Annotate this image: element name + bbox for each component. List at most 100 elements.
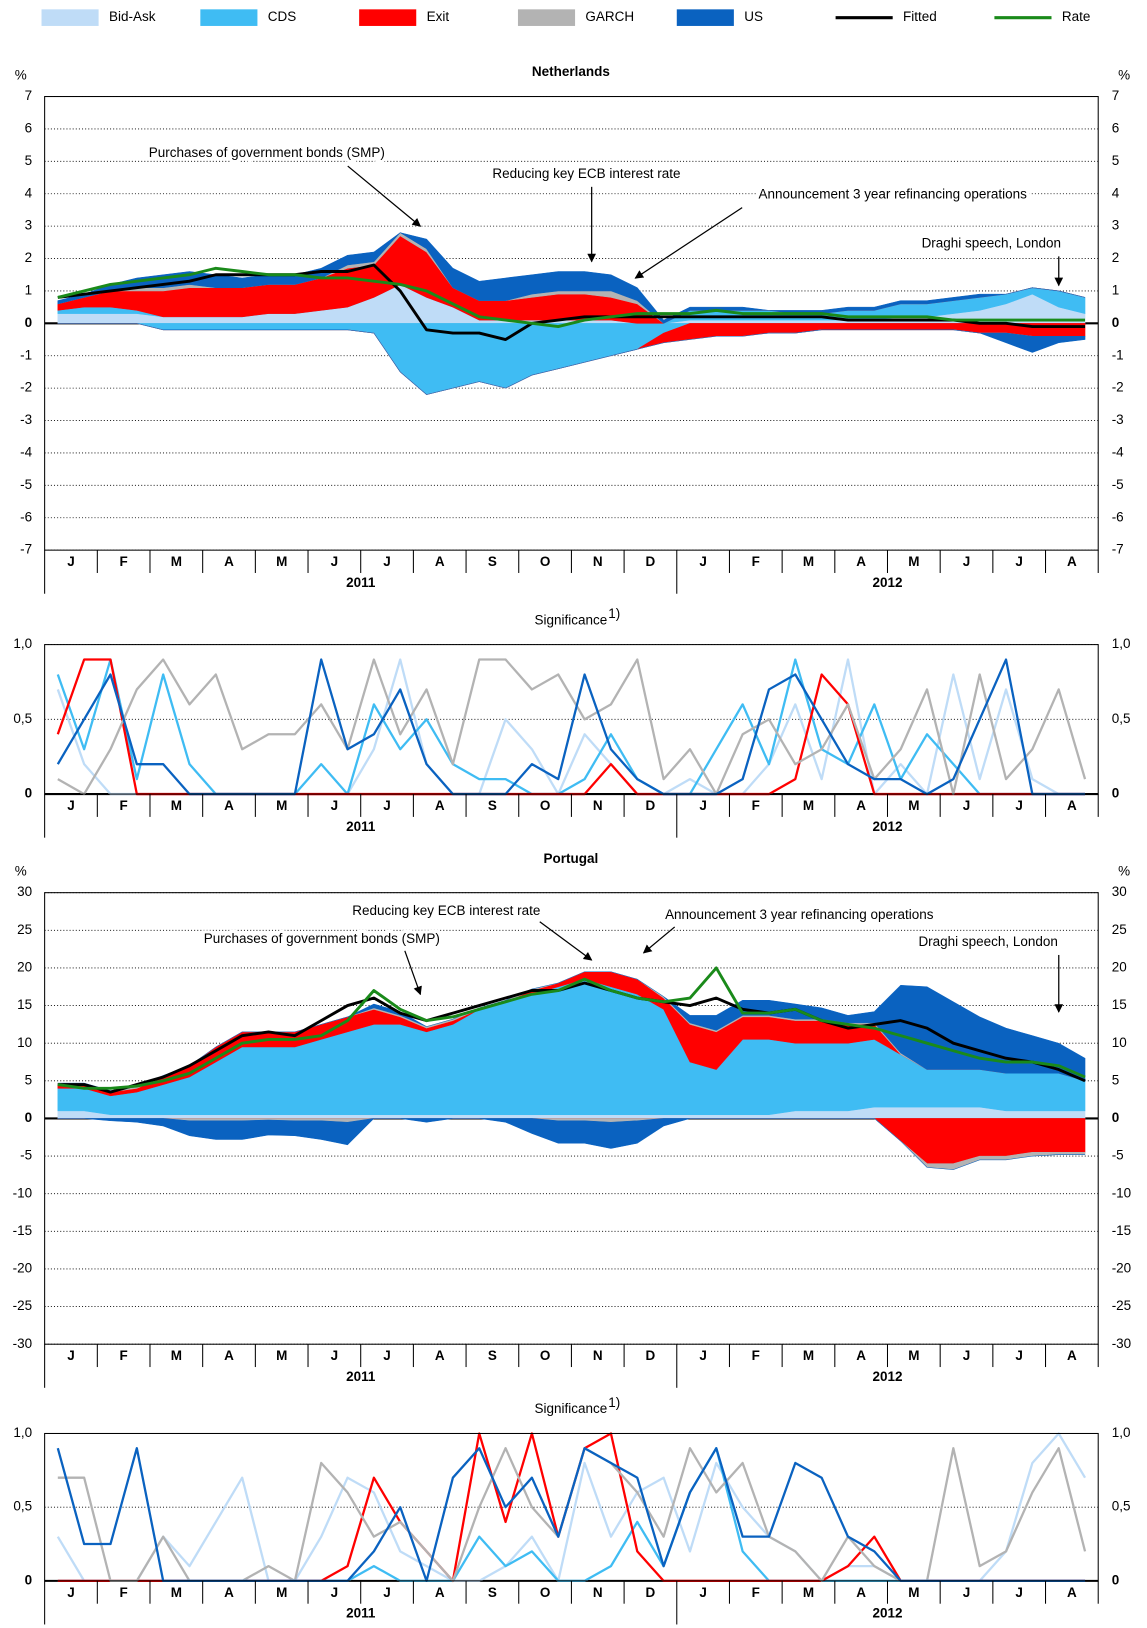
x-tick-label: M	[908, 1585, 919, 1600]
y-tick-label-right: 1,0	[1112, 636, 1131, 651]
x-tick-label: D	[646, 798, 656, 813]
x-tick-label: S	[488, 1348, 497, 1363]
x-tick-label: M	[171, 798, 182, 813]
y-tick-label-right: -2	[1112, 380, 1124, 395]
y-tick-label-right: -4	[1112, 445, 1124, 460]
y-tick-label: -20	[13, 1261, 33, 1276]
y-tick-label-right: 0	[1112, 1110, 1120, 1125]
y-unit-right: %	[1118, 67, 1130, 82]
year-label: 2011	[346, 575, 376, 590]
y-tick-label: 4	[25, 185, 33, 200]
title-footnote: 1)	[608, 1395, 620, 1410]
x-tick-label: O	[540, 554, 551, 569]
y-tick-label-right: -10	[1112, 1185, 1132, 1200]
x-tick-label: J	[699, 798, 706, 813]
y-tick-label: 0	[25, 315, 33, 330]
y-tick-label-right: 0	[1112, 1572, 1120, 1587]
y-tick-label: -30	[13, 1336, 33, 1351]
x-tick-label: J	[1015, 554, 1022, 569]
year-label: 2012	[872, 1369, 902, 1384]
y-tick-label-right: 3	[1112, 218, 1120, 233]
y-tick-label-right: -1	[1112, 347, 1124, 362]
y-tick-label: -5	[20, 477, 32, 492]
line-series	[57, 981, 1086, 1094]
x-tick-label: A	[224, 798, 234, 813]
line-series	[57, 966, 1086, 1090]
x-tick-label: A	[224, 1585, 234, 1600]
y-tick-label-right: 2	[1112, 250, 1120, 265]
x-tick-label: S	[488, 798, 497, 813]
annotation: Reducing key ECB interest rate	[352, 903, 540, 918]
x-tick-label: N	[593, 1585, 603, 1600]
x-tick-label: A	[435, 798, 445, 813]
year-label: 2012	[872, 575, 902, 590]
y-tick-label-right: 0,5	[1112, 711, 1131, 726]
x-tick-label: F	[752, 554, 760, 569]
line-series	[57, 263, 1086, 341]
y-tick-label-right: 30	[1112, 884, 1127, 899]
legend-swatch	[676, 9, 734, 26]
annotation: Purchases of government bonds (SMP)	[149, 145, 385, 160]
y-tick-label: -3	[20, 412, 32, 427]
y-tick-label: -5	[20, 1148, 32, 1163]
annotation-arrow	[539, 921, 593, 961]
x-tick-label: F	[120, 1585, 128, 1600]
y-tick-label: 0,5	[13, 1499, 32, 1514]
x-tick-label: J	[699, 1348, 706, 1363]
y-tick-label-right: -6	[1112, 509, 1124, 524]
x-tick-label: J	[699, 554, 706, 569]
chart-title: Significance	[535, 612, 608, 627]
x-tick-label: M	[803, 554, 814, 569]
x-tick-label: M	[803, 798, 814, 813]
x-tick-label: F	[120, 798, 128, 813]
x-tick-label: J	[331, 1348, 339, 1363]
x-tick-label: M	[276, 1585, 287, 1600]
y-tick-label-right: -7	[1112, 542, 1124, 557]
legend-label: Rate	[1062, 9, 1090, 24]
y-unit-left: %	[15, 67, 27, 82]
legend-label: Fitted	[903, 9, 937, 24]
x-tick-label: J	[1015, 1348, 1022, 1363]
y-tick-label: 30	[17, 884, 32, 899]
y-tick-label-right: 20	[1112, 959, 1127, 974]
y-tick-label: 2	[25, 250, 33, 265]
y-tick-label-right: 25	[1112, 922, 1127, 937]
x-tick-label: D	[646, 554, 656, 569]
y-tick-label: 5	[25, 1072, 33, 1087]
chart-title: Portugal	[544, 851, 599, 866]
x-tick-label: S	[488, 1585, 497, 1600]
line-series	[57, 658, 1087, 796]
y-tick-label: 20	[17, 959, 32, 974]
annotation-arrow	[347, 165, 422, 227]
annotation: Draghi speech, London	[922, 235, 1061, 250]
annotation: Draghi speech, London	[918, 934, 1057, 949]
year-label: 2012	[872, 819, 902, 834]
x-tick-label: F	[120, 1348, 128, 1363]
y-tick-label: -6	[20, 509, 32, 524]
x-tick-label: D	[646, 1585, 656, 1600]
x-tick-label: A	[1067, 1585, 1077, 1600]
legend-swatch	[359, 9, 417, 26]
annotation-arrow	[404, 950, 422, 996]
y-tick-label-right: 1,0	[1112, 1425, 1131, 1440]
x-tick-label: J	[331, 554, 339, 569]
x-tick-label: A	[435, 1585, 445, 1600]
x-tick-label: J	[383, 554, 391, 569]
x-tick-label: F	[752, 1348, 760, 1363]
x-tick-label: M	[171, 1585, 182, 1600]
x-tick-label: J	[963, 798, 970, 813]
y-tick-label: -25	[13, 1298, 33, 1313]
year-label: 2012	[872, 1606, 902, 1621]
chart-title: Significance	[535, 1401, 608, 1416]
y-tick-label: 6	[25, 120, 33, 135]
legend-swatch	[200, 9, 258, 26]
legend-label: Bid-Ask	[109, 9, 156, 24]
x-tick-label: F	[752, 798, 760, 813]
chart-title: Netherlands	[532, 64, 610, 79]
y-tick-label-right: 5	[1112, 1072, 1120, 1087]
x-tick-label: M	[908, 554, 919, 569]
y-tick-label: 10	[17, 1035, 32, 1050]
y-tick-label: -7	[20, 542, 32, 557]
y-tick-label: 7	[25, 88, 33, 103]
